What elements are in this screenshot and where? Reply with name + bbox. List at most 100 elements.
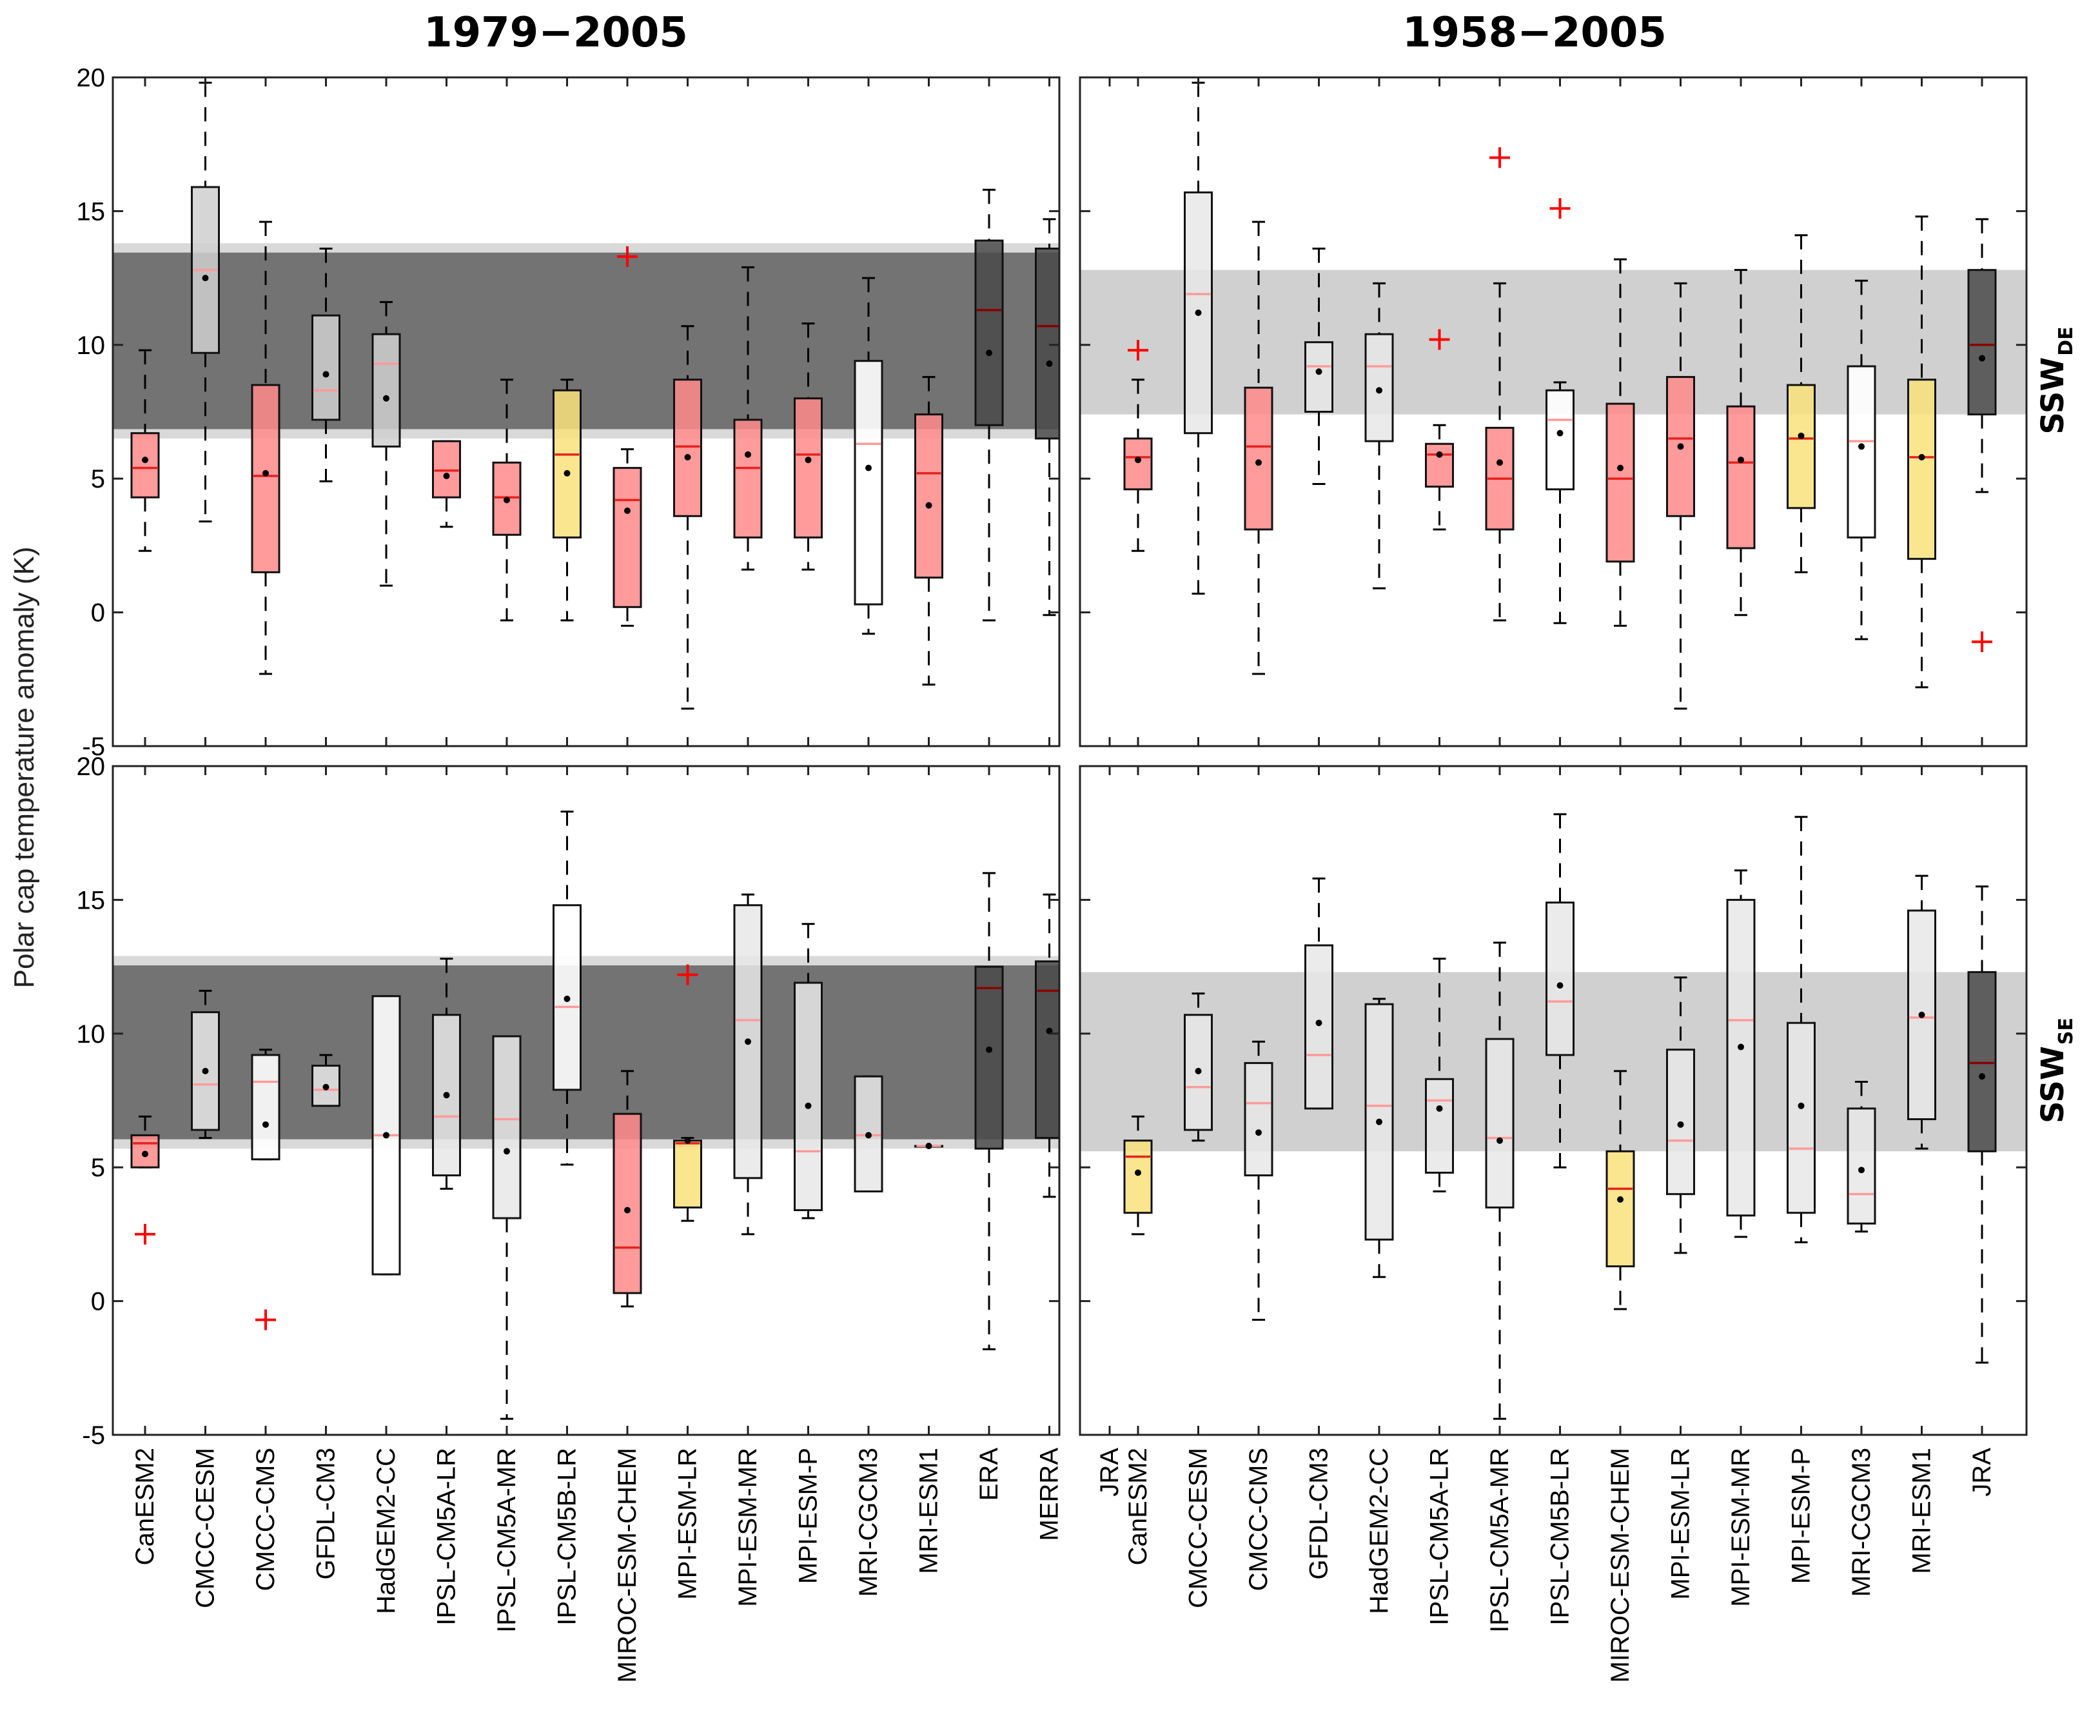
col-title-left: 1979−2005 <box>424 9 688 57</box>
box-MERRA <box>1035 218 1059 616</box>
x-category-label: MRI-CGCM3 <box>1847 1448 1876 1597</box>
box-mean <box>1135 457 1141 464</box>
y-tick-label: 20 <box>77 64 106 92</box>
y-tick-label: 0 <box>91 1288 105 1316</box>
box-body <box>1967 269 1997 416</box>
box-mean <box>1436 1105 1443 1112</box>
box-MPI-ESM-MR <box>733 893 763 1236</box>
x-category-label: HadGEM2-CC <box>372 1448 400 1614</box>
box-MPI-ESM-LR <box>673 325 702 710</box>
box-HadGEM2-CC <box>1364 998 1394 1278</box>
box-body <box>794 397 823 538</box>
x-category-label: MIROC-ESM-CHEM <box>613 1448 642 1682</box>
x-category-label: MPI-ESM-P <box>1787 1448 1816 1584</box>
row-label-bottom-sub: SE <box>2055 1018 2077 1045</box>
x-category-label: JRA <box>1968 1448 1996 1497</box>
box-mean <box>1315 1020 1322 1027</box>
box-CanESM2 <box>130 1115 160 1245</box>
box-mean <box>1496 459 1503 466</box>
box-body <box>251 384 280 573</box>
svg-text:SSWSE: SSWSE <box>2035 1018 2077 1123</box>
box-MIROC-ESM-CHEM <box>1605 258 1635 627</box>
y-tick-label: 10 <box>77 1020 106 1049</box>
x-category-label: MPI-ESM-P <box>794 1448 823 1584</box>
box-mean <box>1677 1121 1684 1128</box>
panel-frame <box>112 76 1061 747</box>
box-GFDL-CM3 <box>1304 247 1333 485</box>
box-mean <box>202 275 209 282</box>
x-category-label: MIROC-ESM-CHEM <box>1606 1448 1634 1682</box>
box-mean <box>1617 464 1624 471</box>
box-body <box>371 333 401 448</box>
box-body <box>854 360 883 606</box>
box-body <box>1907 379 1936 560</box>
box-mean <box>1376 387 1382 394</box>
box-MRI-CGCM3 <box>1847 1080 1876 1233</box>
box-CanESM2 <box>1123 340 1153 552</box>
box-MPI-ESM-P <box>1787 816 1816 1243</box>
box-mean <box>1376 1118 1382 1125</box>
box-HadGEM2-CC <box>371 301 401 587</box>
box-body <box>1035 247 1059 440</box>
box-mean <box>805 1102 812 1109</box>
box-JRA <box>1967 885 1997 1364</box>
box-mean <box>443 1092 450 1099</box>
y-tick-label: -5 <box>82 1421 105 1450</box>
panel-3: -5 0 5 10 15 20 CanESM2 CMCC-CESM CMCC-CMS GFDL-C… <box>77 753 1124 1682</box>
box-CMCC-CESM <box>1184 992 1213 1142</box>
box-body <box>1485 1038 1515 1208</box>
y-tick-label: 5 <box>91 1154 105 1182</box>
box-JRA <box>1967 218 1997 653</box>
box-body <box>1123 437 1153 491</box>
x-category-label: IPSL-CM5A-MR <box>1486 1448 1514 1633</box>
panel-1: -5 0 5 10 15 20 <box>77 64 1111 761</box>
box-CanESM2 <box>130 349 160 552</box>
box-mean <box>142 457 148 464</box>
box-mean <box>1496 1137 1503 1144</box>
box-body <box>914 413 943 579</box>
box-mean <box>564 469 571 477</box>
x-category-label: GFDL-CM3 <box>312 1448 340 1579</box>
box-mean <box>986 350 992 357</box>
box-IPSL-CM5B-LR <box>553 811 582 1166</box>
box-MRI-ESM1 <box>914 376 943 686</box>
x-category-label: ERA <box>975 1448 1003 1501</box>
box-mean <box>142 1150 148 1158</box>
box-mean <box>1315 368 1322 375</box>
box-CMCC-CMS <box>1244 1040 1273 1321</box>
box-body <box>974 965 1004 1150</box>
box-IPSL-CM5A-LR <box>1425 329 1454 531</box>
box-MIROC-ESM-CHEM <box>1605 1070 1635 1310</box>
y-tick-label: 20 <box>77 753 106 781</box>
box-mean <box>1255 459 1262 466</box>
box-MRI-CGCM3 <box>854 1075 883 1193</box>
box-body <box>311 314 340 421</box>
box-CMCC-CESM <box>1184 81 1213 595</box>
box-IPSL-CM5B-LR <box>1546 198 1575 624</box>
box-mean <box>1858 1167 1865 1174</box>
box-GFDL-CM3 <box>311 247 340 482</box>
box-mean <box>1798 432 1805 439</box>
y-tick-label: 5 <box>91 465 105 493</box>
panel-frame <box>112 765 1061 1436</box>
y-tick-label: 15 <box>77 886 106 914</box>
box-IPSL-CM5B-LR <box>1546 813 1575 1169</box>
y-tick-label: 10 <box>77 331 106 360</box>
box-body <box>1787 384 1816 509</box>
box-mean <box>925 1143 932 1150</box>
x-category-label: IPSL-CM5A-LR <box>1426 1448 1454 1626</box>
box-body <box>1847 365 1876 538</box>
box-MPI-ESM-P <box>794 923 823 1219</box>
box-mean <box>322 371 329 378</box>
x-category-label: CMCC-CESM <box>191 1448 220 1608</box>
box-mean <box>383 1132 389 1139</box>
box-mean <box>504 497 510 504</box>
box-MRI-CGCM3 <box>854 277 883 635</box>
box-mean <box>684 1137 691 1144</box>
box-body <box>1425 1078 1454 1174</box>
box-HadGEM2-CC <box>371 995 401 1276</box>
box-body <box>1726 405 1756 549</box>
box-MRI-ESM1 <box>914 1143 943 1150</box>
box-mean <box>865 1132 872 1139</box>
box-mean <box>1617 1196 1624 1203</box>
